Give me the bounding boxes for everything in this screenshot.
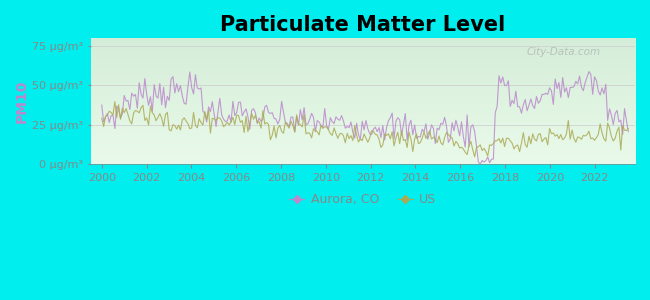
Text: City-Data.com: City-Data.com [526, 47, 600, 57]
Y-axis label: PM10: PM10 [15, 80, 29, 123]
Legend: Aurora, CO, US: Aurora, CO, US [285, 188, 441, 211]
Title: Particulate Matter Level: Particulate Matter Level [220, 15, 506, 35]
